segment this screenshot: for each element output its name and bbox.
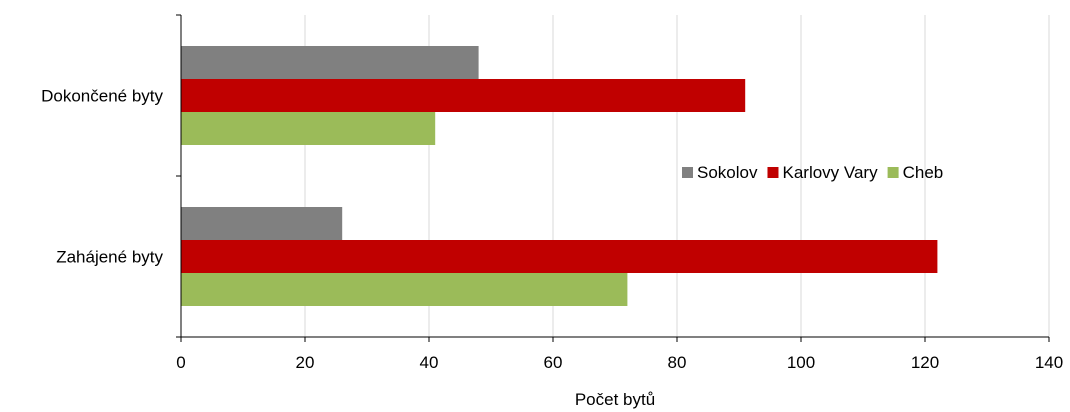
- legend-swatch: [767, 167, 779, 178]
- category-label: Dokončené byty: [41, 87, 163, 106]
- x-axis-ticks: 0 20 40 60 80 100 120 140: [176, 337, 1063, 372]
- legend: Sokolov Karlovy Vary Cheb: [682, 163, 943, 182]
- x-tick-label: 140: [1035, 353, 1063, 372]
- category-labels: Dokončené byty Zahájené byty: [41, 87, 163, 267]
- category-label: Zahájené byty: [56, 248, 163, 267]
- legend-item-karlovy-vary: Karlovy Vary: [767, 163, 878, 182]
- bar-karlovy-vary: [181, 79, 746, 112]
- x-axis-title: Počet bytů: [575, 390, 655, 409]
- bar-sokolov: [181, 207, 343, 240]
- x-tick-label: 120: [911, 353, 939, 372]
- x-tick-label: 20: [296, 353, 315, 372]
- axes: [176, 14, 1049, 338]
- x-tick-label: 40: [420, 353, 439, 372]
- x-tick-label: 80: [668, 353, 687, 372]
- bars: [181, 46, 938, 306]
- bar-cheb: [181, 273, 628, 306]
- x-tick-label: 100: [787, 353, 815, 372]
- bar-sokolov: [181, 46, 479, 79]
- legend-item-sokolov: Sokolov: [682, 163, 758, 182]
- legend-swatch: [682, 167, 693, 178]
- legend-label: Sokolov: [697, 163, 758, 182]
- x-tick-label: 0: [176, 353, 185, 372]
- legend-item-cheb: Cheb: [887, 163, 944, 182]
- legend-label: Karlovy Vary: [782, 163, 878, 182]
- bar-karlovy-vary: [181, 240, 938, 273]
- legend-label: Cheb: [903, 163, 944, 182]
- x-tick-label: 60: [544, 353, 563, 372]
- bar-cheb: [181, 112, 436, 145]
- legend-swatch: [887, 167, 899, 178]
